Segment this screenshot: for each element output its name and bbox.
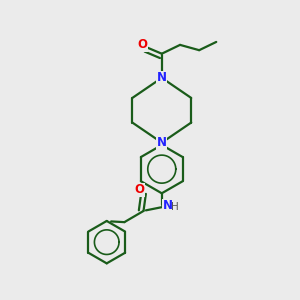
Text: O: O bbox=[137, 38, 147, 51]
Text: O: O bbox=[134, 183, 144, 196]
Text: N: N bbox=[157, 71, 167, 84]
Text: N: N bbox=[163, 199, 173, 212]
Text: H: H bbox=[171, 202, 178, 212]
Text: N: N bbox=[157, 136, 167, 149]
